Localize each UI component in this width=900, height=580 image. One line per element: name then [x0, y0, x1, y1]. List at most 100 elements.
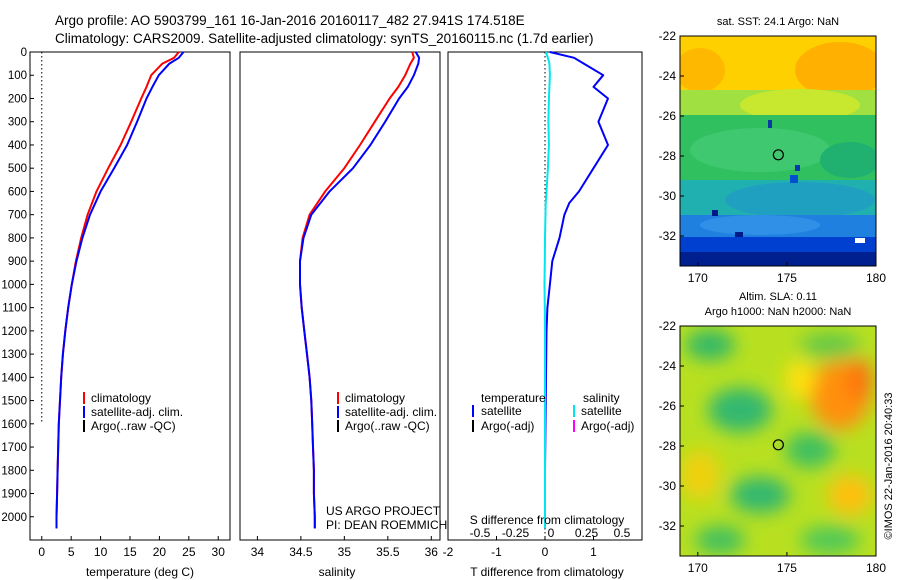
series-line: [299, 51, 415, 529]
series-line: [543, 51, 551, 529]
x-tick-label: 35.5: [376, 545, 400, 559]
y-tick-label: 700: [8, 210, 27, 222]
x-tick-label: 0: [542, 545, 549, 559]
x-tick-label: 170: [688, 271, 708, 285]
y-tick-label: -26: [659, 399, 677, 413]
y-tick-label: 400: [8, 140, 27, 152]
y-tick-label: -22: [659, 319, 677, 333]
x-tick-label: -2: [443, 545, 454, 559]
y-tick-label: -32: [659, 519, 677, 533]
top-x-tick-label: 0.25: [575, 526, 599, 540]
x-tick-label: -1: [491, 545, 502, 559]
y-tick-label: -30: [659, 479, 677, 493]
legend-label: Argo(-adj): [581, 419, 634, 433]
sla-heatmap: [680, 326, 876, 556]
y-tick-label: 500: [8, 163, 27, 175]
y-tick-label: 900: [8, 256, 27, 268]
temperature-xlabel: temperature (deg C): [86, 565, 194, 579]
series-line: [55, 51, 185, 529]
y-tick-label: 1300: [1, 349, 27, 361]
sla-map-axes: 170 175 180 -22 -24 -26 -28 -30 -32: [659, 319, 887, 575]
pi-label: PI: DEAN ROEMMICH: [326, 518, 447, 532]
sla-map-title: Altim. SLA: 0.11: [739, 291, 817, 303]
temperature-plot: 0100200300400500600700800900100011001200…: [1, 47, 225, 559]
y-tick-label: 1100: [2, 303, 27, 315]
x-tick-label: 10: [94, 545, 108, 559]
imos-timestamp: ©IMOS 22-Jan-2016 20:40:33: [883, 393, 895, 540]
legend-header-salinity: salinity: [583, 391, 620, 405]
difference-toplabel: S difference from climatology: [470, 513, 625, 527]
float-location-marker: [772, 439, 784, 451]
x-tick-label: 180: [866, 561, 886, 575]
legend-label: satellite: [581, 404, 622, 418]
y-tick-label: 1400: [1, 372, 27, 384]
y-tick-label: 1700: [1, 442, 27, 454]
y-tick-label: 1600: [1, 419, 27, 431]
project-label: US ARGO PROJECT: [326, 504, 441, 518]
sla-map-subtitle: Argo h1000: NaN h2000: NaN: [705, 306, 852, 318]
y-tick-label: 300: [8, 117, 27, 129]
top-x-tick-label: 0: [548, 526, 555, 540]
header-line1: Argo profile: AO 5903799_161 16-Jan-2016…: [55, 13, 525, 28]
legend-label: satellite: [481, 404, 522, 418]
y-tick-label: 600: [8, 186, 27, 198]
float-location-marker: [772, 149, 784, 161]
salinity-legend: climatology satellite-adj. clim. Argo(..…: [337, 391, 437, 433]
y-tick-label: 1500: [1, 396, 27, 408]
x-tick-label: 175: [777, 561, 797, 575]
temperature-legend: climatology satellite-adj. clim. Argo(..…: [83, 391, 183, 433]
x-tick-label: 34: [251, 545, 265, 559]
x-tick-label: 0: [38, 545, 45, 559]
sla-map-frame: [679, 325, 877, 557]
x-tick-label: 34.5: [289, 545, 313, 559]
difference-xlabel: T difference from climatology: [470, 565, 624, 579]
y-tick-label: -26: [659, 109, 677, 123]
sst-map-title: sat. SST: 24.1 Argo: NaN: [717, 16, 839, 28]
x-tick-label: 35: [338, 545, 352, 559]
x-tick-label: 170: [688, 561, 708, 575]
x-tick-label: 180: [866, 271, 886, 285]
y-tick-label: 2000: [1, 512, 27, 524]
x-tick-label: 175: [777, 271, 797, 285]
y-tick-label: 200: [8, 93, 27, 105]
x-tick-label: 20: [153, 545, 167, 559]
y-tick-label: 800: [8, 233, 27, 245]
legend-label: satellite-adj. clim.: [91, 405, 183, 419]
y-tick-label: 100: [8, 70, 27, 82]
sst-map-axes: 170 175 180 -22 -24 -26 -28 -30 -32: [659, 29, 887, 285]
legend-label: Argo(..raw -QC): [91, 419, 176, 433]
x-tick-label: 5: [68, 545, 75, 559]
y-tick-label: 1900: [1, 489, 27, 501]
header-line2: Climatology: CARS2009. Satellite-adjuste…: [55, 31, 594, 46]
y-tick-label: 1800: [1, 465, 27, 477]
legend-label: climatology: [91, 391, 151, 405]
top-x-tick-label: -0.25: [502, 526, 530, 540]
sst-map-frame: [679, 35, 877, 267]
x-tick-label: 36: [425, 545, 439, 559]
salinity-plot: 34 34.5 35 35.5 36: [251, 51, 439, 559]
salinity-xlabel: salinity: [319, 565, 356, 579]
y-tick-label: -22: [659, 29, 677, 43]
legend-label: Argo(-adj): [481, 419, 534, 433]
series-line: [299, 51, 421, 529]
x-tick-label: 1: [590, 545, 597, 559]
x-tick-label: 25: [182, 545, 196, 559]
y-tick-label: -28: [659, 149, 677, 163]
y-tick-label: -28: [659, 439, 677, 453]
salinity-panel: [239, 51, 441, 541]
legend-label: Argo(..raw -QC): [345, 419, 430, 433]
top-x-tick-label: -0.5: [470, 526, 491, 540]
legend-label: climatology: [345, 391, 405, 405]
series-line: [55, 51, 180, 529]
y-tick-label: -32: [659, 229, 677, 243]
y-tick-label: 0: [21, 47, 27, 59]
difference-plot: -2 -1 0 1 -0.5 -0.25 0 0.25 0.5: [443, 51, 631, 559]
y-tick-label: -24: [659, 69, 677, 83]
x-tick-label: 30: [212, 545, 226, 559]
y-tick-label: 1200: [1, 326, 27, 338]
y-tick-label: -30: [659, 189, 677, 203]
x-tick-label: 15: [123, 545, 137, 559]
legend-header-temperature: temperature: [481, 391, 546, 405]
y-tick-label: -24: [659, 359, 677, 373]
